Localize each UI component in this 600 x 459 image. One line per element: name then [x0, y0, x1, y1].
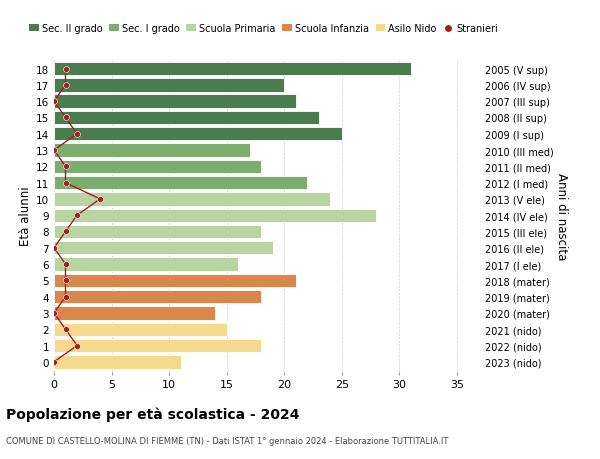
Bar — [54, 144, 250, 157]
Point — [61, 66, 70, 73]
Bar — [54, 274, 296, 287]
Bar — [54, 339, 261, 353]
Point — [61, 293, 70, 301]
Bar — [54, 79, 284, 92]
Point — [61, 163, 70, 171]
Bar — [54, 307, 215, 320]
Bar — [54, 95, 296, 109]
Bar — [54, 160, 261, 174]
Point — [49, 98, 59, 106]
Bar — [54, 258, 238, 271]
Bar — [54, 193, 331, 206]
Point — [61, 179, 70, 187]
Legend: Sec. II grado, Sec. I grado, Scuola Primaria, Scuola Infanzia, Asilo Nido, Stran: Sec. II grado, Sec. I grado, Scuola Prim… — [29, 24, 498, 34]
Bar — [54, 241, 273, 255]
Point — [72, 131, 82, 138]
Bar — [54, 63, 411, 76]
Bar — [54, 355, 181, 369]
Point — [61, 277, 70, 285]
Y-axis label: Anni di nascita: Anni di nascita — [554, 172, 568, 259]
Point — [72, 212, 82, 219]
Bar — [54, 209, 376, 223]
Point — [49, 358, 59, 366]
Bar — [54, 112, 319, 125]
Point — [61, 326, 70, 333]
Bar — [54, 323, 227, 336]
Y-axis label: Età alunni: Età alunni — [19, 186, 32, 246]
Point — [61, 261, 70, 268]
Bar — [54, 177, 307, 190]
Point — [61, 114, 70, 122]
Bar — [54, 291, 261, 304]
Point — [72, 342, 82, 349]
Bar — [54, 225, 261, 239]
Point — [61, 82, 70, 90]
Point — [95, 196, 105, 203]
Text: Popolazione per età scolastica - 2024: Popolazione per età scolastica - 2024 — [6, 406, 299, 421]
Point — [61, 228, 70, 235]
Point — [49, 245, 59, 252]
Point — [49, 147, 59, 154]
Point — [49, 309, 59, 317]
Bar — [54, 128, 342, 141]
Text: COMUNE DI CASTELLO-MOLINA DI FIEMME (TN) - Dati ISTAT 1° gennaio 2024 - Elaboraz: COMUNE DI CASTELLO-MOLINA DI FIEMME (TN)… — [6, 436, 448, 445]
